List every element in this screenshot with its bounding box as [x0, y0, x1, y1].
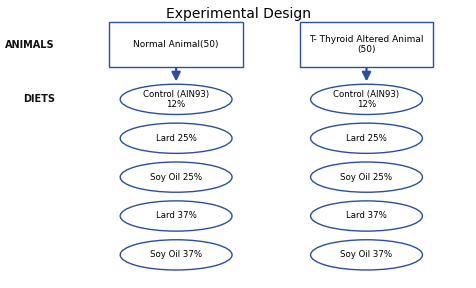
Text: T- Thyroid Altered Animal
(50): T- Thyroid Altered Animal (50) [309, 35, 424, 54]
Ellipse shape [310, 123, 423, 154]
Text: Soy Oil 25%: Soy Oil 25% [340, 173, 393, 182]
Ellipse shape [120, 240, 232, 270]
FancyBboxPatch shape [300, 22, 433, 67]
Ellipse shape [310, 162, 423, 192]
Text: Soy Oil 37%: Soy Oil 37% [150, 250, 202, 259]
Ellipse shape [310, 240, 423, 270]
Ellipse shape [310, 201, 423, 231]
Ellipse shape [120, 201, 232, 231]
Text: Control (AIN93)
12%: Control (AIN93) 12% [143, 90, 209, 109]
Text: Normal Animal(50): Normal Animal(50) [133, 40, 219, 49]
Text: Soy Oil 37%: Soy Oil 37% [340, 250, 393, 259]
Text: DIETS: DIETS [23, 94, 55, 104]
Ellipse shape [120, 123, 232, 154]
Text: Lard 25%: Lard 25% [346, 134, 387, 143]
Ellipse shape [120, 162, 232, 192]
Text: Soy Oil 25%: Soy Oil 25% [150, 173, 202, 182]
Text: Lard 25%: Lard 25% [156, 134, 197, 143]
Text: Experimental Design: Experimental Design [166, 7, 310, 21]
Text: Lard 37%: Lard 37% [156, 211, 197, 221]
Text: ANIMALS: ANIMALS [5, 40, 55, 50]
Text: Control (AIN93)
12%: Control (AIN93) 12% [334, 90, 399, 109]
Ellipse shape [310, 84, 423, 115]
FancyBboxPatch shape [109, 22, 243, 67]
Text: Lard 37%: Lard 37% [346, 211, 387, 221]
Ellipse shape [120, 84, 232, 115]
